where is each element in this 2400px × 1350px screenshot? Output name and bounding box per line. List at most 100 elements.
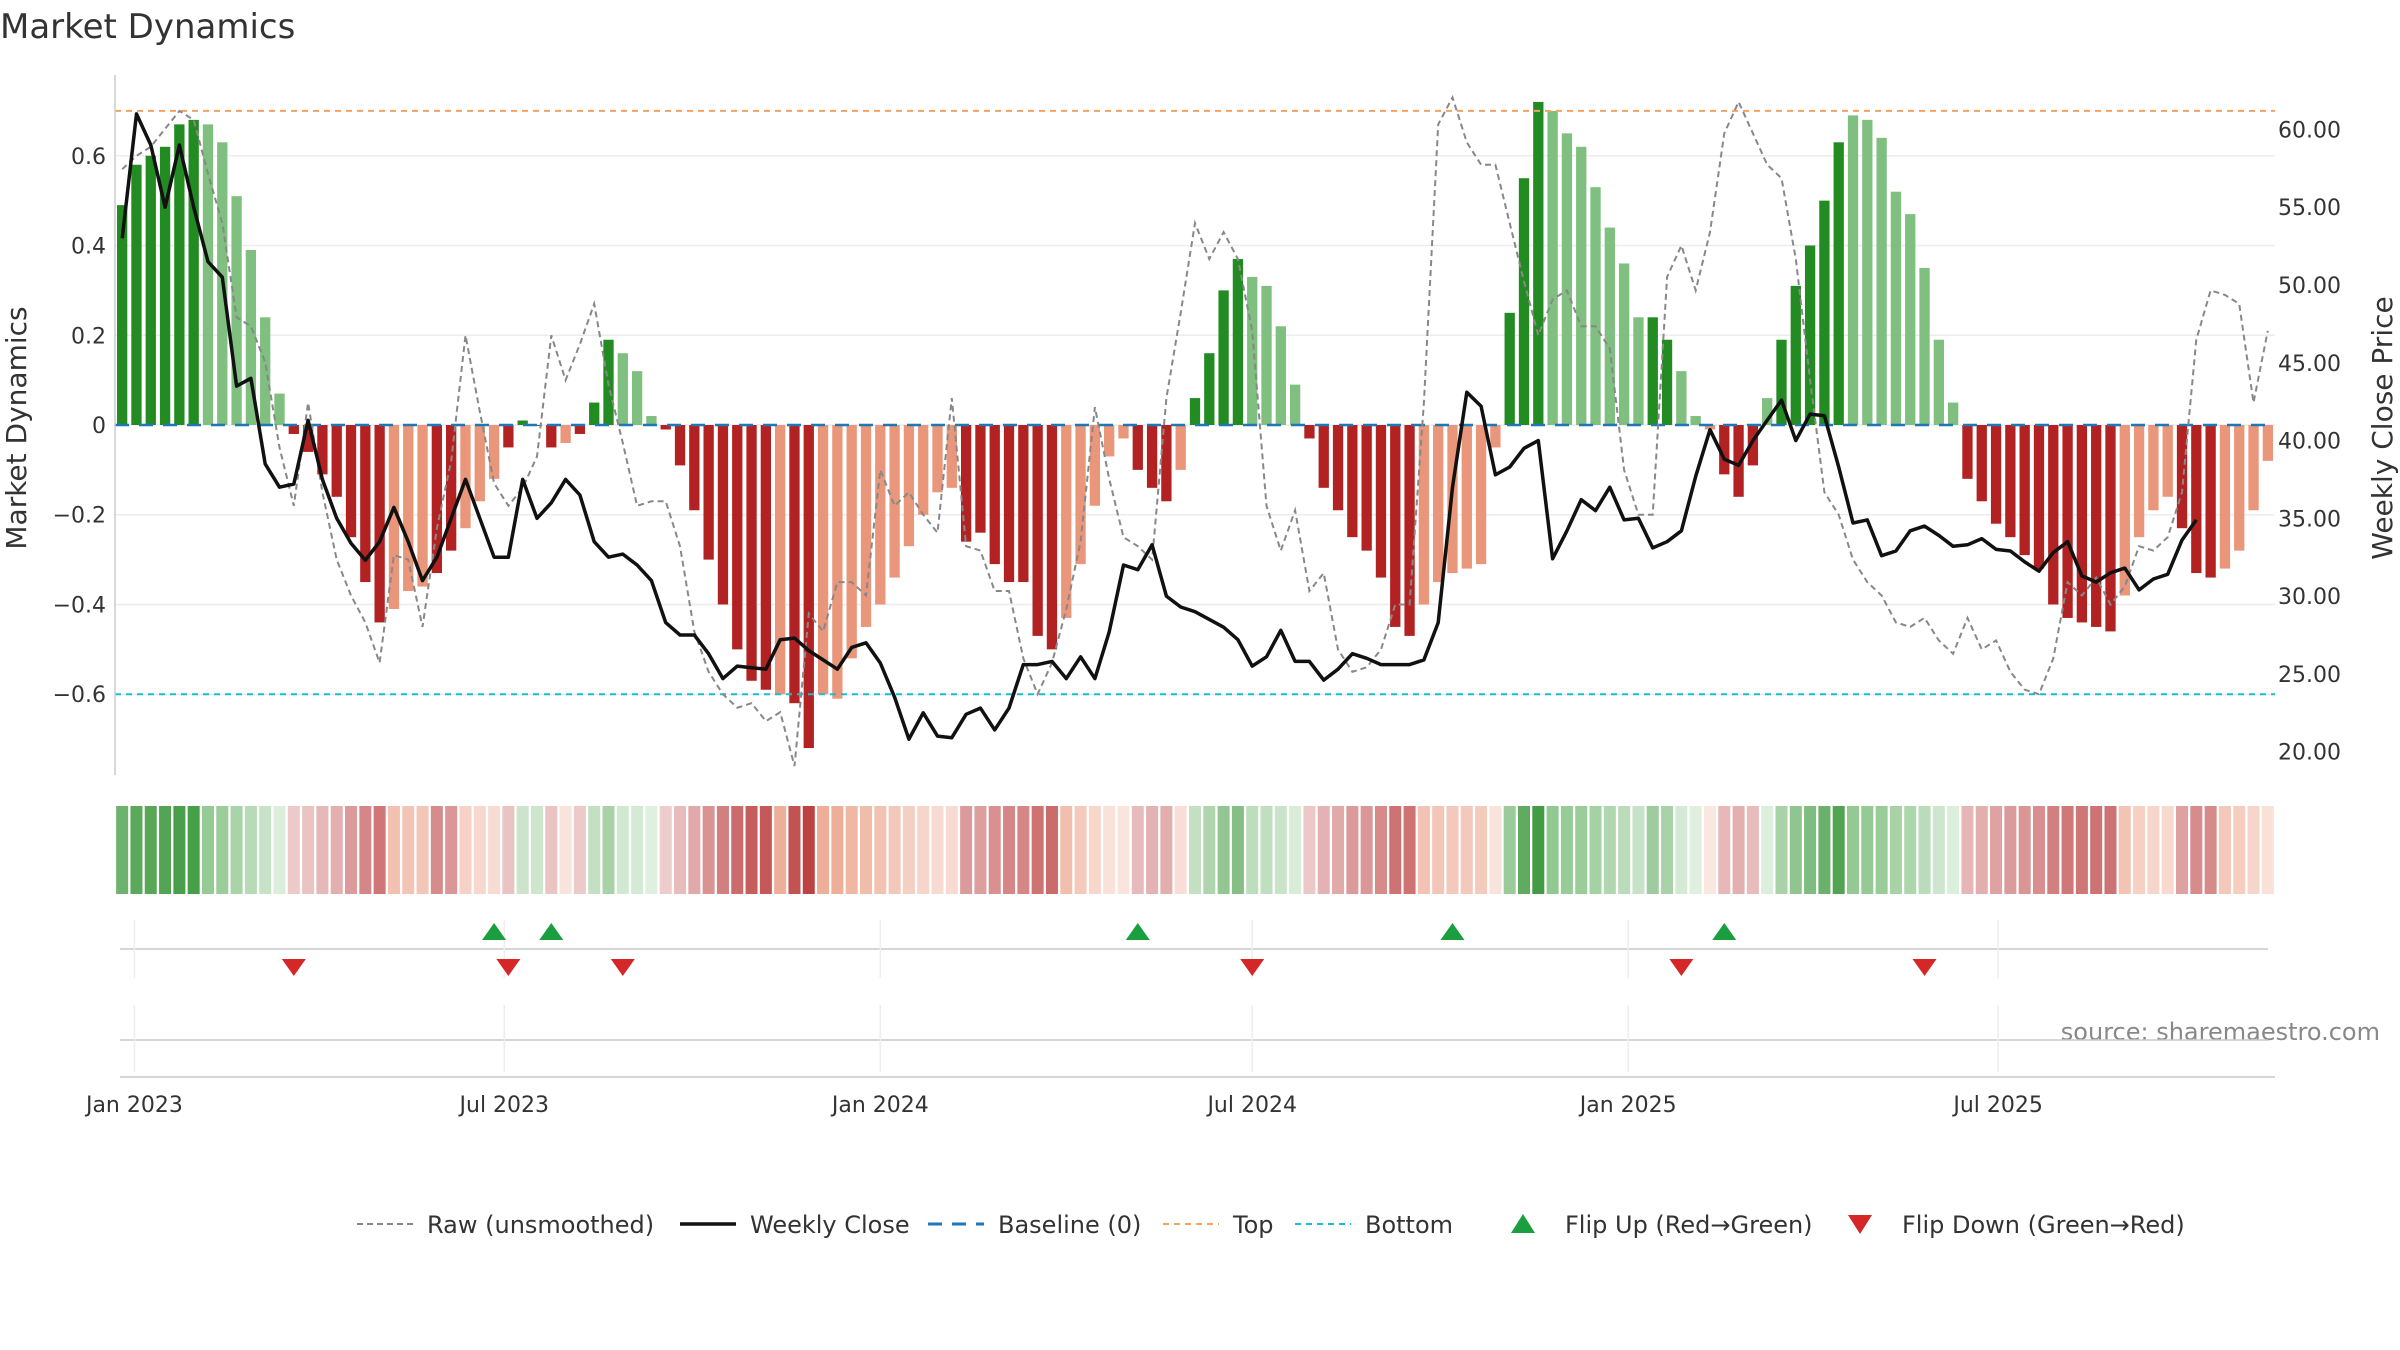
regime-cell [1374,806,1387,894]
dynamics-bar [403,425,414,592]
dynamics-bar [1361,425,1372,551]
dynamics-bar [317,425,328,475]
dynamics-bar [1618,263,1630,425]
dynamics-bar [631,371,643,425]
regime-cell [1274,806,1287,894]
regime-cell [874,806,887,894]
dynamics-bar [1704,425,1716,430]
regime-cell [2218,806,2231,894]
dynamics-bar [1833,142,1844,426]
dynamics-bar [331,425,342,497]
axes: 0.6 0.4 0.2 0 −0.2 −0.4 −0.6 60.00 55.00 50.00 45.… [53,75,2341,775]
regime-cell [230,806,243,894]
raw-series-line [121,94,2269,767]
regime-cell [1718,806,1731,894]
left-axis-title: Market Dynamics [0,306,33,549]
legend-swatch [1511,1214,1535,1233]
regime-cell [1875,806,1888,894]
price-lines [120,94,2269,767]
regime-cell [302,806,315,894]
dynamics-bar [1733,425,1744,497]
regime-cell [1632,806,1645,894]
dynamics-bar [374,425,385,623]
dynamics-bar [1175,425,1186,470]
regime-cell [445,806,458,894]
regime-cell [1003,806,1016,894]
regime-cell [1589,806,1602,894]
dynamics-bar [1790,285,1801,425]
right-tick-label: 50.00 [2278,274,2341,299]
dynamics-bar [1161,425,1172,502]
regime-cell [573,806,586,894]
dynamics-bar [1676,371,1687,425]
dynamics-bar [1905,214,1916,425]
dynamics-bar [1218,290,1229,425]
legend-swatch [1848,1215,1872,1234]
regime-cell [316,806,329,894]
regime-cell [1703,806,1716,894]
dynamics-bar [1089,425,1101,506]
regime-cell [1088,806,1101,894]
regime-cell [1475,806,1488,894]
regime-cell [1389,806,1402,894]
legend-label: Weekly Close [750,1211,910,1239]
regime-cell [473,806,486,894]
regime-cell [1332,806,1345,894]
dynamics-bar [1118,425,1129,439]
regime-cell [2204,806,2217,894]
dynamics-bar [989,425,1000,565]
source-credit: source: sharemaestro.com [2061,1018,2380,1046]
regime-cell [1861,806,1874,894]
regime-cell [845,806,858,894]
dynamics-bar [1332,425,1344,511]
flip-down-marker [281,959,306,976]
regime-cell [2090,806,2103,894]
dynamics-bar [1433,425,1444,583]
regime-cell [788,806,801,894]
dynamics-bar [1275,326,1286,425]
dynamics-bar [832,425,843,699]
dynamics-bar [460,425,471,529]
regime-cell [1146,806,1159,894]
regime-cell [273,806,286,894]
regime-cell [244,806,257,894]
regime-cell [1231,806,1244,894]
legend-item-bottom: Bottom [1295,1211,1453,1239]
dynamics-bar [617,353,628,425]
dynamics-bar [2033,425,2045,569]
x-tick-label: Jul 2023 [458,1093,550,1118]
dynamics-bar [703,425,714,560]
dynamics-bar [903,425,915,547]
regime-cell [287,806,300,894]
regime-cell [745,806,758,894]
regime-cell [2004,806,2017,894]
dynamics-bar [417,425,428,587]
regime-cell [1503,806,1516,894]
regime-cell [359,806,372,894]
dynamics-bar [1518,178,1530,425]
dynamics-bar [2019,425,2030,556]
regime-cell [2147,806,2160,894]
regime-cell [774,806,787,894]
dynamics-bar [2148,425,2159,511]
flip-up-marker [482,923,507,940]
regime-cell [1775,806,1788,894]
regime-cell [373,806,386,894]
regime-cell [1289,806,1302,894]
regime-cell [2133,806,2146,894]
regime-cell [1460,806,1473,894]
regime-cell [1804,806,1817,894]
regime-cell [1260,806,1273,894]
x-tick-label: Jul 2025 [1951,1093,2043,1118]
dynamics-bar [446,425,457,551]
dynamics-bar [789,425,800,704]
legend-item-close: Weekly Close [680,1211,910,1239]
dynamics-bar [946,425,957,488]
dynamics-bar [288,425,299,434]
regime-cell [2032,806,2045,894]
dynamics-bar [131,164,142,425]
dynamics-bar [960,425,972,542]
dynamics-bar [360,425,371,583]
dynamics-bar [1132,425,1143,470]
